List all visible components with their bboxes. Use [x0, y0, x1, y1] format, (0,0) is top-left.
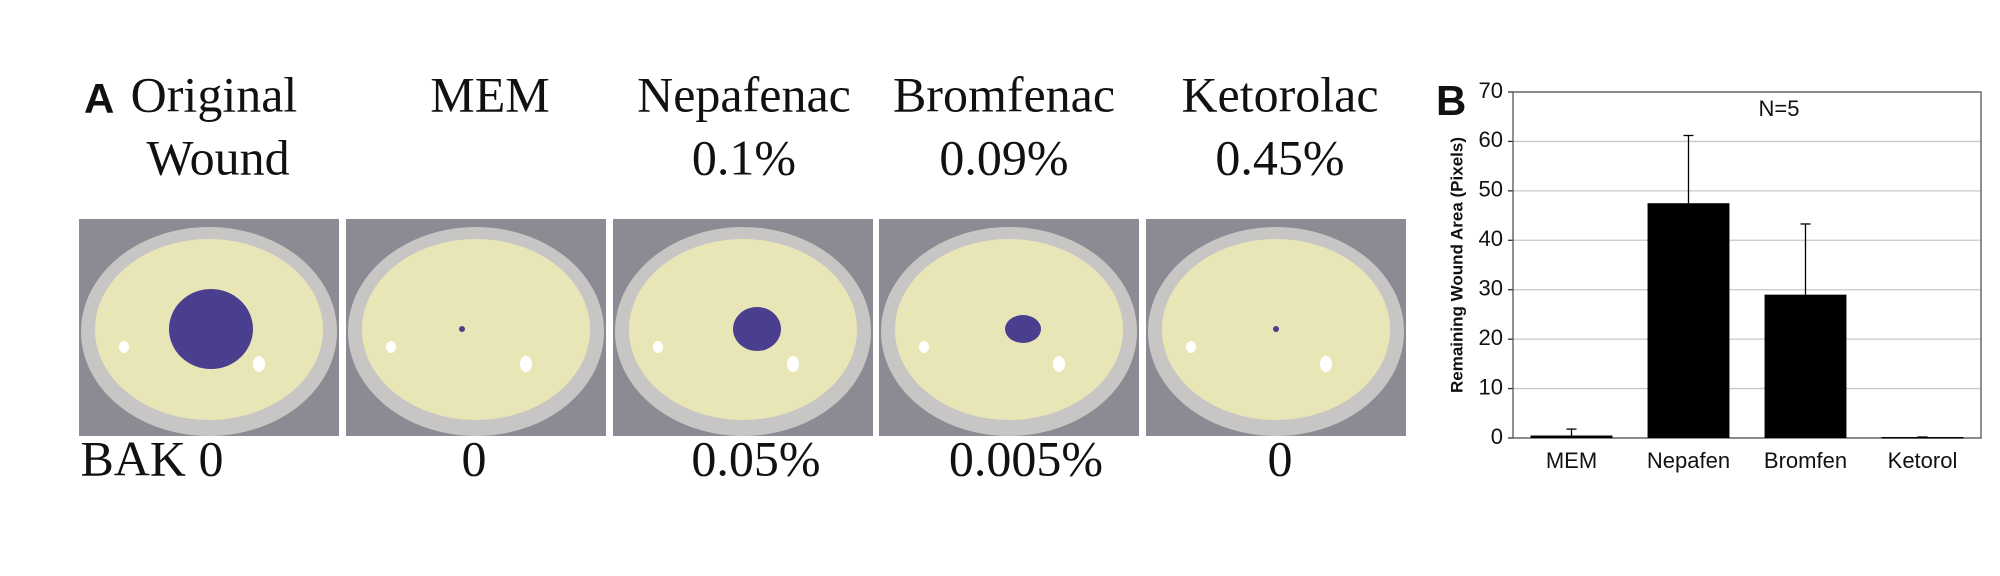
panel-label: A — [84, 75, 114, 122]
bar — [1881, 437, 1964, 439]
bar — [1764, 294, 1847, 438]
reflection — [520, 356, 532, 372]
bar — [1530, 435, 1613, 438]
column-header: 0.1% — [692, 129, 796, 185]
y-tick-label: 30 — [1479, 276, 1503, 301]
y-tick-label: 20 — [1479, 325, 1503, 350]
wound — [169, 289, 253, 369]
wound — [733, 307, 781, 351]
reflection — [1053, 356, 1065, 372]
column-header: Ketorolac — [1181, 66, 1378, 122]
y-tick-label: 10 — [1479, 374, 1503, 399]
cornea — [362, 239, 590, 420]
column-header: 0.45% — [1215, 129, 1344, 185]
y-tick-label: 60 — [1479, 127, 1503, 152]
x-tick-label: MEM — [1546, 448, 1597, 473]
y-tick-label: 0 — [1491, 424, 1503, 449]
plot-frame — [1512, 91, 1982, 439]
bak-label: BAK 0 — [80, 430, 223, 486]
wound — [1005, 315, 1041, 343]
column-header: 0.09% — [939, 129, 1068, 185]
bak-label: 0.005% — [949, 430, 1103, 486]
panel-label: B — [1436, 77, 1466, 124]
y-tick-label: 40 — [1479, 226, 1503, 251]
bar — [1647, 203, 1730, 438]
column-header: Nepafenac — [637, 66, 851, 122]
x-tick-label: Ketorol — [1888, 448, 1958, 473]
y-axis-label: Remaining Wound Area (Pixels) — [1447, 137, 1466, 393]
reflection — [386, 341, 396, 353]
column-header: Wound — [146, 129, 289, 185]
bak-label: 0.05% — [691, 430, 820, 486]
reflection — [653, 341, 663, 353]
y-tick-label: 50 — [1479, 177, 1503, 202]
reflection — [919, 341, 929, 353]
column-header: Original — [131, 66, 298, 122]
wound — [459, 326, 465, 332]
wound — [1273, 326, 1279, 332]
column-header: Bromfenac — [893, 66, 1115, 122]
reflection — [1186, 341, 1196, 353]
reflection — [1320, 356, 1332, 372]
reflection — [119, 341, 129, 353]
bak-label: 0 — [462, 430, 487, 486]
x-tick-label: Bromfen — [1764, 448, 1847, 473]
column-header: MEM — [430, 66, 549, 122]
y-tick-label: 70 — [1479, 78, 1503, 103]
annotation: N=5 — [1759, 96, 1800, 121]
reflection — [253, 356, 265, 372]
reflection — [787, 356, 799, 372]
bak-label: 0 — [1268, 430, 1293, 486]
x-tick-label: Nepafen — [1647, 448, 1730, 473]
